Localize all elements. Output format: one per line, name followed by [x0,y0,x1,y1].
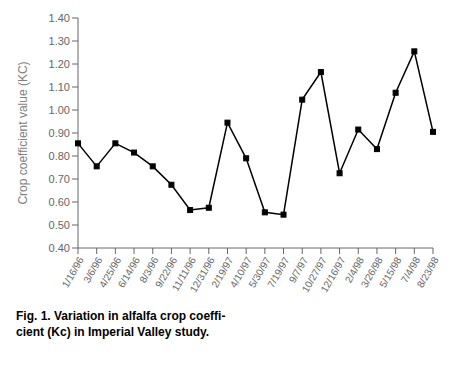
svg-text:7/4/98: 7/4/98 [398,255,423,285]
svg-text:10/27/97: 10/27/97 [299,255,329,295]
svg-text:5/30/97: 5/30/97 [246,255,273,290]
svg-text:2/19/97: 2/19/97 [209,255,236,290]
svg-text:Crop coefficient value (KC): Crop coefficient value (KC) [16,61,30,204]
svg-text:0.70: 0.70 [49,173,70,185]
svg-text:1.00: 1.00 [49,104,70,116]
svg-text:1.40: 1.40 [49,12,70,24]
svg-text:0.40: 0.40 [49,242,70,254]
svg-text:1.30: 1.30 [49,35,70,47]
svg-text:1.20: 1.20 [49,58,70,70]
svg-text:0.60: 0.60 [49,196,70,208]
svg-text:11/11/96: 11/11/96 [169,255,198,293]
svg-text:12/16/97: 12/16/97 [318,255,347,295]
svg-text:3/6/96: 3/6/96 [81,255,105,285]
svg-text:0.90: 0.90 [49,127,70,139]
svg-text:6/14/96: 6/14/96 [116,255,142,290]
html-text:cient (Kc) in Imperial Valley: cient (Kc) in Imperial Valley study. [16,325,210,339]
svg-text:2/4/98: 2/4/98 [342,255,367,285]
svg-text:1.10: 1.10 [49,81,70,93]
svg-text:12/31/96: 12/31/96 [188,255,217,295]
svg-text:8/23/98: 8/23/98 [415,255,441,290]
svg-text:0.80: 0.80 [49,150,70,162]
svg-text:1/16/96: 1/16/96 [60,255,86,290]
svg-text:4/25/96: 4/25/96 [97,255,124,290]
svg-text:7/19/97: 7/19/97 [265,255,291,290]
svg-text:0.50: 0.50 [49,219,70,231]
svg-text:9/7/97: 9/7/97 [286,255,311,285]
svg-text:4/10/97: 4/10/97 [227,255,254,290]
svg-text:3/26/98: 3/26/98 [358,255,385,290]
svg-text:5/15/98: 5/15/98 [377,255,403,290]
html-text:Fig. 1. Variation in alfalfa c: Fig. 1. Variation in alfalfa crop coeffi… [16,309,226,323]
svg-text:8/3/96: 8/3/96 [137,255,161,285]
svg-text:9/22/96: 9/22/96 [153,255,180,290]
